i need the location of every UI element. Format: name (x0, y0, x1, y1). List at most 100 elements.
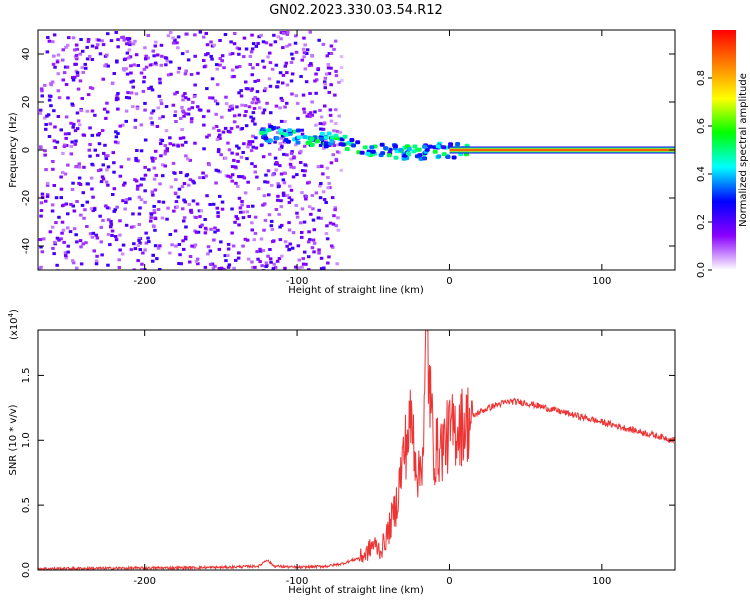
spectrogram-noise-cell (319, 115, 324, 119)
spectrogram-noise-cell (306, 181, 310, 185)
spectrogram-signal-cell (365, 151, 371, 156)
spectrogram-noise-cell (79, 38, 83, 41)
spectrogram-noise-cell (279, 96, 284, 100)
spectrogram-noise-cell (329, 66, 333, 70)
spectrogram-noise-cell (75, 57, 79, 61)
spectrogram-noise-cell (215, 206, 219, 210)
spectrogram-noise-cell (67, 36, 71, 40)
spectrogram-noise-cell (97, 38, 101, 42)
spectrogram-noise-cell (153, 216, 157, 220)
spectrogram-noise-cell (301, 169, 305, 173)
spectrogram-noise-cell (125, 198, 129, 201)
spectrogram-noise-cell (272, 33, 276, 37)
spectrogram-noise-cell (73, 75, 77, 79)
spectrogram-noise-cell (308, 92, 312, 95)
spectrogram-noise-cell (263, 218, 268, 222)
spectrogram-noise-cell (144, 54, 148, 58)
spectrogram-noise-cell (232, 158, 236, 162)
spectrogram-noise-cell (283, 120, 287, 123)
spectrogram-noise-cell (171, 41, 176, 45)
spectrogram-noise-cell (257, 100, 261, 104)
spectrogram-signal-cell (278, 128, 284, 133)
spectrogram-noise-cell (154, 149, 158, 153)
spectrogram-noise-cell (188, 158, 192, 162)
spectrogram-noise-cell (233, 32, 237, 35)
spectrogram-noise-cell (64, 256, 68, 260)
spectrogram-noise-cell (169, 185, 174, 189)
spectrogram-noise-cell (226, 254, 230, 257)
spectrogram-noise-cell (179, 117, 183, 120)
spectrogram-noise-cell (61, 48, 65, 52)
spectrogram-noise-cell (278, 106, 282, 110)
spectrogram-noise-cell (294, 143, 298, 147)
spectrogram-noise-cell (196, 105, 200, 109)
spectrogram-noise-cell (46, 181, 50, 185)
spectrogram-noise-cell (173, 110, 178, 114)
spectrogram-noise-cell (316, 67, 320, 71)
colorbar-tick-label: 0.2 (696, 214, 707, 230)
spectrogram-noise-cell (259, 33, 263, 37)
spectrogram-noise-cell (195, 257, 200, 261)
spectrogram-signal-cell (315, 139, 321, 144)
spectrogram-noise-cell (327, 72, 332, 76)
spectrogram-noise-cell (121, 243, 126, 247)
spectrogram-noise-cell (252, 238, 256, 242)
spectrogram-noise-cell (339, 168, 343, 172)
spectrogram-noise-cell (279, 172, 284, 176)
spectrogram-noise-cell (305, 48, 310, 52)
spectrogram-noise-cell (302, 36, 306, 40)
spectrogram-noise-cell (142, 80, 146, 84)
spectrogram-noise-cell (230, 165, 235, 169)
spectrogram-noise-cell (46, 36, 50, 39)
spectrogram-y-tick-label: 40 (21, 48, 32, 61)
spectrogram-noise-cell (93, 148, 97, 152)
spectrogram-signal-cell (295, 128, 301, 133)
spectrogram-noise-cell (61, 151, 65, 155)
spectrogram-noise-cell (176, 195, 181, 199)
spectrogram-noise-cell (104, 154, 108, 158)
spectrogram-noise-cell (44, 127, 48, 131)
spectrogram-noise-cell (224, 174, 229, 178)
spectrogram-noise-cell (174, 200, 179, 204)
spectrogram-noise-cell (305, 114, 309, 118)
spectrogram-noise-cell (203, 231, 208, 235)
spectrogram-noise-cell (116, 45, 120, 49)
spectrogram-noise-cell (287, 228, 292, 232)
spectrogram-noise-cell (143, 189, 147, 193)
spectrogram-noise-cell (236, 159, 240, 163)
spectrogram-noise-cell (198, 30, 203, 34)
spectrogram-noise-cell (79, 245, 83, 249)
spectrogram-noise-cell (184, 112, 188, 116)
spectrogram-noise-cell (115, 60, 119, 64)
spectrogram-noise-cell (337, 114, 341, 118)
spectrogram-noise-cell (106, 32, 110, 36)
spectrogram-noise-cell (164, 129, 169, 133)
spectrogram-noise-cell (74, 53, 79, 57)
spectrogram-noise-cell (62, 240, 66, 244)
spectrogram-noise-cell (85, 225, 89, 228)
spectrogram-noise-cell (101, 177, 106, 181)
spectrogram-noise-cell (90, 162, 94, 166)
spectrogram-noise-cell (202, 147, 206, 151)
spectrogram-noise-cell (114, 98, 119, 102)
spectrogram-noise-cell (173, 192, 178, 196)
spectrogram-noise-cell (163, 144, 167, 148)
spectrogram-noise-cell (314, 91, 318, 95)
spectrogram-noise-cell (290, 92, 294, 96)
spectrogram-noise-cell (329, 83, 333, 87)
spectrogram-noise-cell (332, 144, 336, 147)
spectrogram-noise-cell (127, 157, 131, 161)
spectrogram-noise-cell (38, 111, 43, 115)
spectrogram-noise-cell (329, 161, 334, 165)
spectrogram-noise-cell (55, 60, 60, 64)
spectrogram-noise-cell (276, 198, 280, 202)
spectrogram-noise-cell (200, 223, 204, 227)
spectrogram-noise-cell (53, 125, 57, 129)
spectrogram-noise-cell (71, 259, 75, 263)
spectrogram-noise-cell (166, 206, 170, 210)
spectrogram-signal-cell (383, 146, 389, 151)
spectrogram-noise-cell (264, 173, 268, 177)
spectrogram-noise-cell (88, 54, 92, 58)
spectrogram-noise-cell (224, 95, 228, 99)
